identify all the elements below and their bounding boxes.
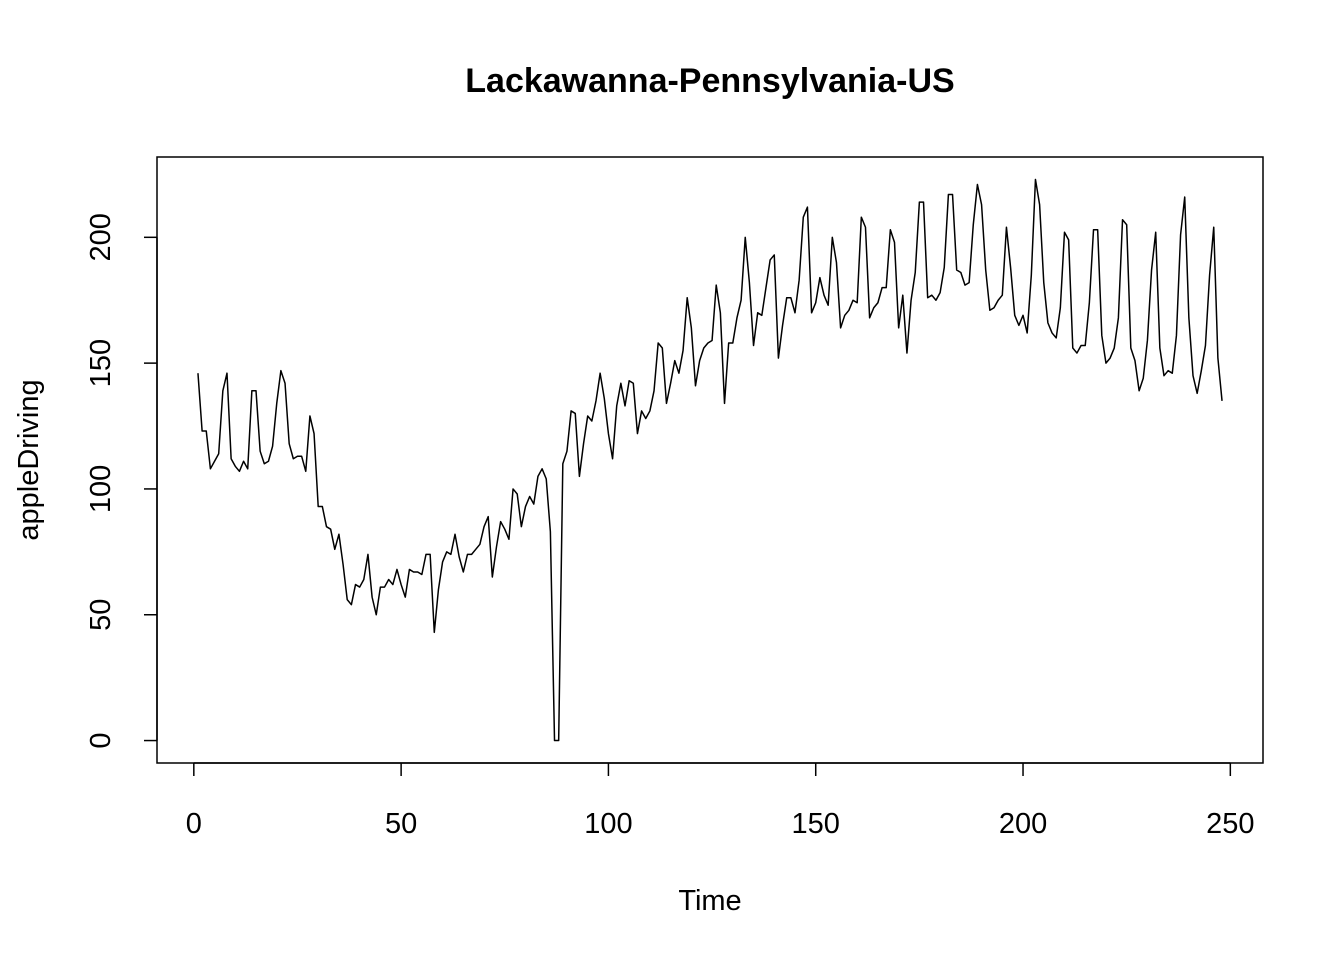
x-tick-label: 0: [186, 808, 202, 840]
x-tick-label: 150: [792, 808, 840, 840]
x-axis-label: Time: [678, 885, 741, 917]
x-tick-label: 50: [385, 808, 417, 840]
plot-frame: [156, 156, 1264, 764]
y-tick-label: 150: [85, 339, 117, 387]
y-tick-label: 200: [85, 213, 117, 261]
y-axis-label: appleDriving: [13, 379, 45, 540]
x-tick-label: 250: [1206, 808, 1254, 840]
chart-title: Lackawanna-Pennsylvania-US: [465, 62, 954, 100]
y-tick-label: 0: [85, 732, 117, 748]
x-tick-label: 200: [999, 808, 1047, 840]
y-tick-label: 50: [85, 599, 117, 631]
y-tick-label: 100: [85, 465, 117, 513]
data-line: [197, 178, 1223, 742]
x-tick-label: 100: [584, 808, 632, 840]
